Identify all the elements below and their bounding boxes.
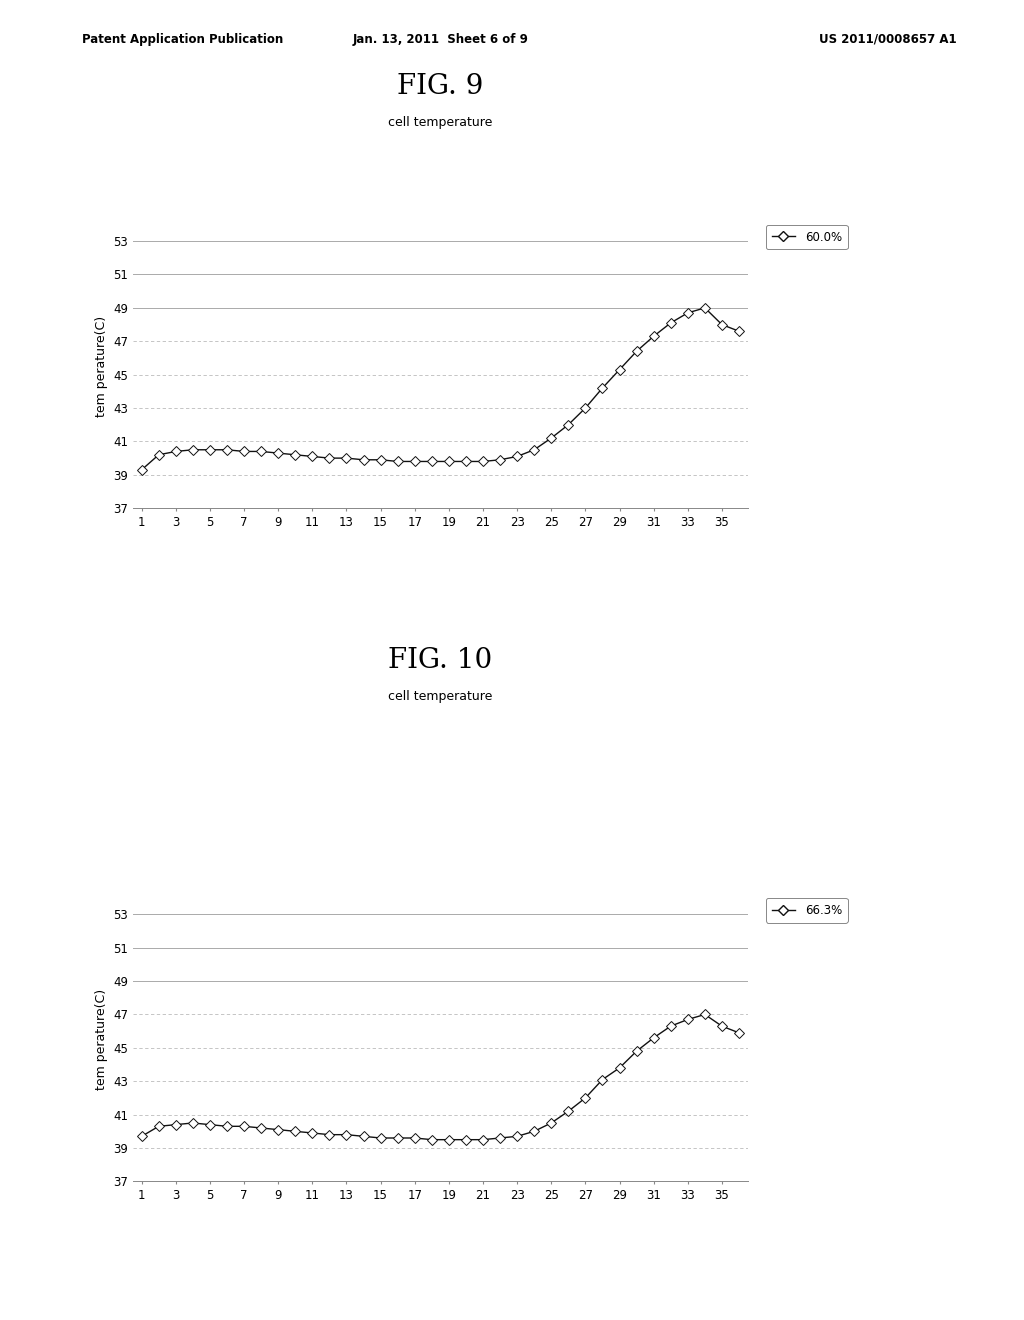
Legend: 60.0%: 60.0% [766, 224, 848, 249]
Text: cell temperature: cell temperature [388, 116, 493, 129]
Legend: 66.3%: 66.3% [766, 898, 848, 923]
Text: cell temperature: cell temperature [388, 690, 493, 704]
Text: FIG. 10: FIG. 10 [388, 647, 493, 673]
Y-axis label: tem perature(C): tem perature(C) [94, 989, 108, 1090]
Text: US 2011/0008657 A1: US 2011/0008657 A1 [819, 33, 956, 46]
Y-axis label: tem perature(C): tem perature(C) [94, 315, 108, 417]
Text: Jan. 13, 2011  Sheet 6 of 9: Jan. 13, 2011 Sheet 6 of 9 [352, 33, 528, 46]
Text: Patent Application Publication: Patent Application Publication [82, 33, 284, 46]
Text: FIG. 9: FIG. 9 [397, 73, 483, 99]
